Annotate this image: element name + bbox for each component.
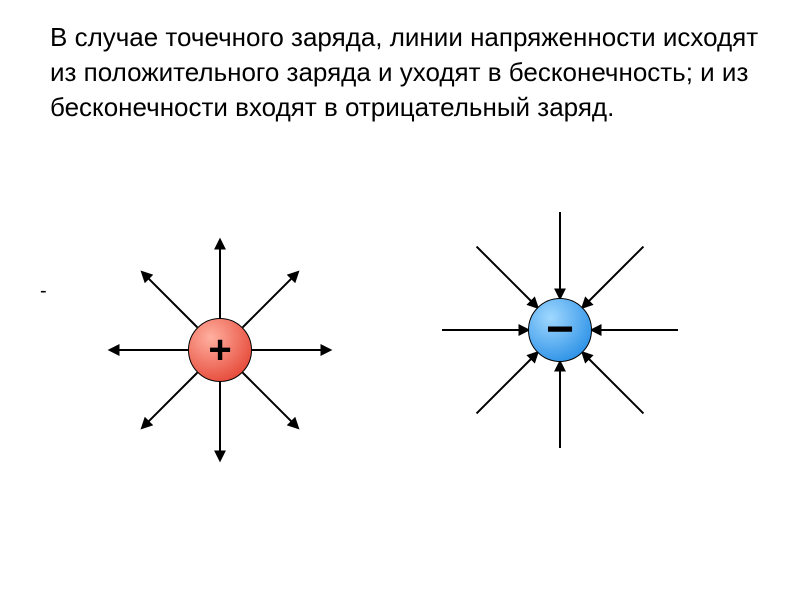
negative-charge-circle: −	[528, 298, 592, 362]
description-text: В случае точечного заряда, линии напряже…	[0, 0, 800, 135]
positive-charge-circle: +	[188, 318, 252, 382]
minus-symbol: −	[546, 306, 574, 354]
diagram-area: - + −	[0, 135, 800, 515]
plus-symbol: +	[208, 330, 231, 370]
dash-label: -	[40, 280, 47, 303]
